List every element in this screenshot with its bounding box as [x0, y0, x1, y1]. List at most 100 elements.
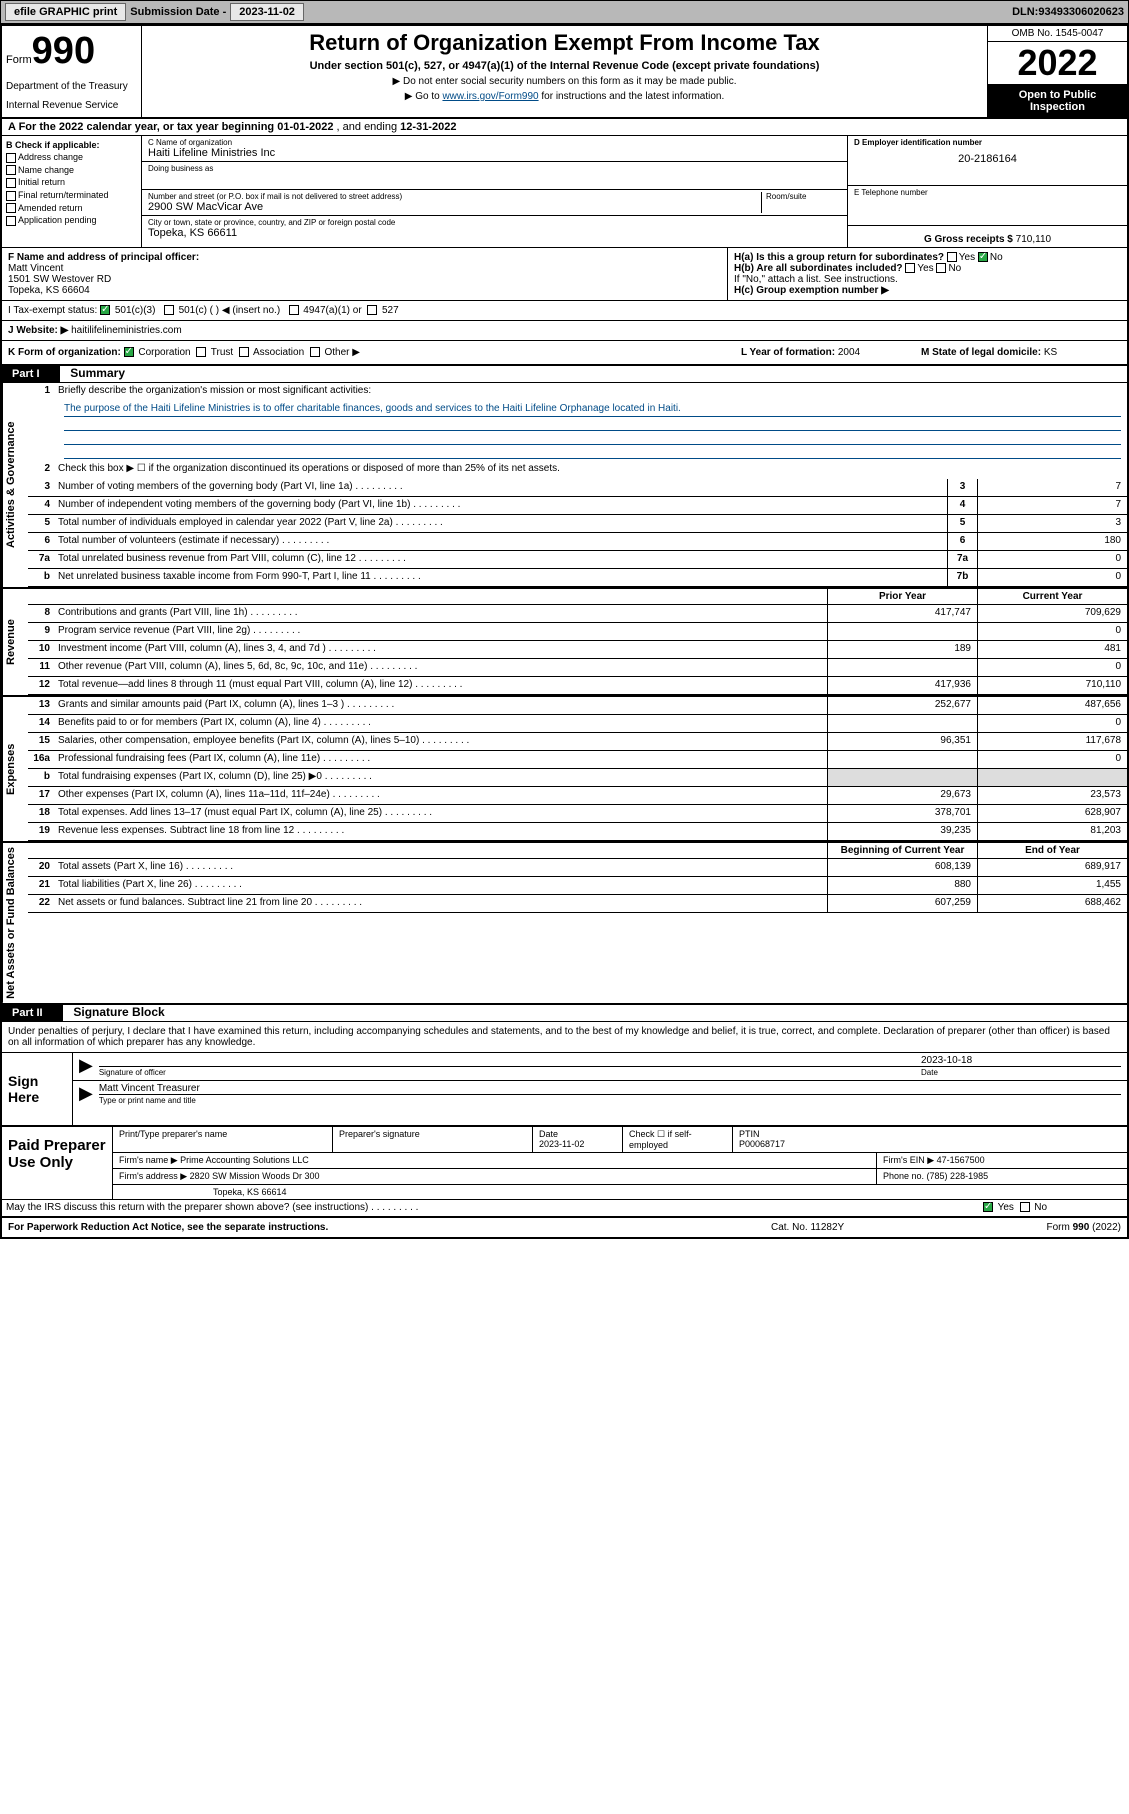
col-h: H(a) Is this a group return for subordin… [727, 248, 1127, 300]
line-19: 19 Revenue less expenses. Subtract line … [28, 823, 1127, 841]
chk-final[interactable]: Final return/terminated [6, 190, 137, 201]
city-value: Topeka, KS 66611 [148, 227, 841, 239]
sig-name-label: Type or print name and title [99, 1096, 196, 1105]
hc-label: H(c) Group exemption number ▶ [734, 285, 889, 296]
chk-initial[interactable]: Initial return [6, 177, 137, 188]
header-right: OMB No. 1545-0047 2022 Open to Public In… [987, 26, 1127, 117]
efile-btn[interactable]: efile GRAPHIC print [5, 3, 126, 21]
firm-addr-label: Firm's address ▶ [119, 1171, 190, 1181]
phone-label: E Telephone number [854, 188, 1121, 197]
line-b: b Net unrelated business taxable income … [28, 569, 1127, 587]
inspect: Open to Public Inspection [988, 85, 1127, 117]
row-fh: F Name and address of principal officer:… [2, 248, 1127, 301]
arrow-icon: ▶ [79, 1055, 99, 1078]
submission-label: Submission Date - [130, 6, 226, 18]
cell-city: City or town, state or province, country… [142, 216, 847, 241]
hb-yes[interactable] [905, 263, 915, 273]
begin-hdr: Beginning of Current Year [827, 843, 977, 858]
footer-left: For Paperwork Reduction Act Notice, see … [8, 1222, 771, 1233]
dept: Department of the Treasury [6, 73, 137, 92]
firm-addr1: 2820 SW Mission Woods Dr 300 [190, 1171, 320, 1181]
irs-link[interactable]: www.irs.gov/Form990 [442, 91, 538, 102]
chk-addr[interactable]: Address change [6, 152, 137, 163]
header-center: Return of Organization Exempt From Incom… [142, 26, 987, 117]
ein-label: D Employer identification number [854, 138, 982, 147]
header-note2: ▶ Go to www.irs.gov/Form990 for instruct… [150, 91, 979, 102]
chk-4947[interactable] [289, 305, 299, 315]
chk-501c3[interactable] [100, 305, 110, 315]
form-prefix: Form [6, 54, 32, 66]
prep-sig-label: Preparer's signature [339, 1129, 420, 1139]
topbar: efile GRAPHIC print Submission Date - 20… [0, 0, 1129, 24]
firm-phone-label: Phone no. [883, 1171, 927, 1181]
line-14: 14 Benefits paid to or for members (Part… [28, 715, 1127, 733]
line-7a: 7a Total unrelated business revenue from… [28, 551, 1127, 569]
line2: Check this box ▶ ☐ if the organization d… [54, 461, 1127, 479]
ptin: P00068717 [739, 1139, 785, 1149]
note2-prefix: ▶ Go to [405, 91, 443, 102]
website[interactable]: haitilifelineministries.com [71, 325, 182, 336]
irs: Internal Revenue Service [6, 92, 137, 111]
discuss-yes[interactable] [983, 1202, 993, 1212]
street-label: Number and street (or P.O. box if mail i… [148, 192, 761, 201]
discuss-no[interactable] [1020, 1202, 1030, 1212]
i-label: I Tax-exempt status: [8, 305, 97, 316]
firm-phone: (785) 228-1985 [927, 1171, 989, 1181]
line-17: 17 Other expenses (Part IX, column (A), … [28, 787, 1127, 805]
chk-corp[interactable] [124, 347, 134, 357]
row-a-prefix: A For the 2022 calendar year, or tax yea… [8, 121, 277, 133]
cell-g: G Gross receipts $ 710,110 [848, 226, 1127, 247]
omb: OMB No. 1545-0047 [988, 26, 1127, 42]
chk-other[interactable] [310, 347, 320, 357]
box-b-title: B Check if applicable: [6, 140, 100, 150]
ha-label: H(a) Is this a group return for subordin… [734, 252, 944, 263]
line-15: 15 Salaries, other compensation, employe… [28, 733, 1127, 751]
firm-ein-label: Firm's EIN ▶ [883, 1155, 937, 1165]
chk-527[interactable] [367, 305, 377, 315]
firm-ein: 47-1567500 [937, 1155, 985, 1165]
grid-bc: B Check if applicable: Address change Na… [2, 136, 1127, 248]
officer-label: F Name and address of principal officer: [8, 252, 199, 263]
l-value: 2004 [838, 347, 860, 358]
preparer-label: Paid Preparer Use Only [2, 1127, 112, 1199]
prep-check[interactable]: Check ☐ if self-employed [629, 1129, 692, 1150]
chk-name[interactable]: Name change [6, 165, 137, 176]
sig-name: Matt Vincent Treasurer [99, 1083, 1121, 1094]
col-c: C Name of organization Haiti Lifeline Mi… [142, 136, 847, 247]
cell-d: D Employer identification number 20-2186… [848, 136, 1127, 186]
preparer-row: Paid Preparer Use Only Print/Type prepar… [2, 1125, 1127, 1199]
end-hdr: End of Year [977, 843, 1127, 858]
hb-no[interactable] [936, 263, 946, 273]
chk-assoc[interactable] [239, 347, 249, 357]
line-4: 4 Number of independent voting members o… [28, 497, 1127, 515]
ptin-label: PTIN [739, 1129, 760, 1139]
submission-date[interactable]: 2023-11-02 [230, 3, 304, 21]
sig-date-label: Date [921, 1068, 938, 1077]
officer-street: 1501 SW Westover RD [8, 274, 721, 285]
chk-amended[interactable]: Amended return [6, 203, 137, 214]
chk-501c[interactable] [164, 305, 174, 315]
footer-mid: Cat. No. 11282Y [771, 1222, 971, 1233]
m-value: KS [1044, 347, 1057, 358]
side-gov: Activities & Governance [2, 383, 28, 587]
ha-yes[interactable] [947, 252, 957, 262]
mission-text: The purpose of the Haiti Lifeline Minist… [64, 403, 1121, 417]
street-value: 2900 SW MacVicar Ave [148, 201, 761, 213]
side-net: Net Assets or Fund Balances [2, 843, 28, 1003]
header-left: Form990 Department of the Treasury Inter… [2, 26, 142, 117]
prep-name-label: Print/Type preparer's name [119, 1129, 227, 1139]
gross-label: G Gross receipts $ [924, 234, 1016, 245]
line-18: 18 Total expenses. Add lines 13–17 (must… [28, 805, 1127, 823]
hb-note: If "No," attach a list. See instructions… [734, 274, 1121, 285]
chk-trust[interactable] [196, 347, 206, 357]
arrow-icon: ▶ [79, 1083, 99, 1106]
line-22: 22 Net assets or fund balances. Subtract… [28, 895, 1127, 913]
footer-right: Form 990 (2022) [971, 1222, 1121, 1233]
cell-name: C Name of organization Haiti Lifeline Mi… [142, 136, 847, 162]
chk-app[interactable]: Application pending [6, 215, 137, 226]
ha-no[interactable] [978, 252, 988, 262]
line-21: 21 Total liabilities (Part X, line 26) 8… [28, 877, 1127, 895]
row-a-end: 12-31-2022 [400, 121, 456, 133]
tax-year: 2022 [988, 42, 1127, 85]
form-container: Form990 Department of the Treasury Inter… [0, 24, 1129, 1239]
